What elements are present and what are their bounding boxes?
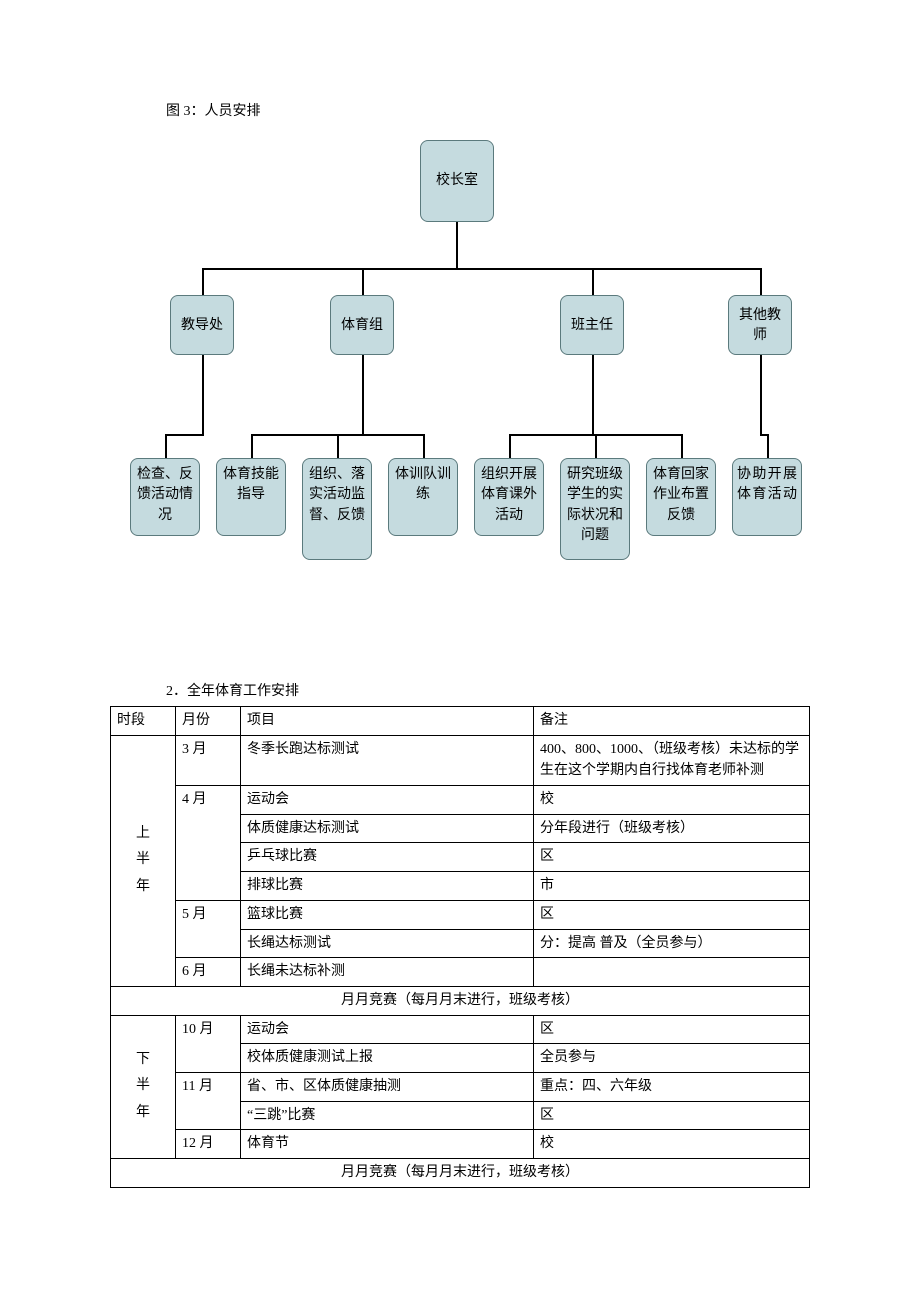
item-cell: 体育节 — [241, 1130, 534, 1159]
note-cell: 分：提高 普及（全员参与） — [534, 929, 810, 958]
month-cell: 12 月 — [176, 1130, 241, 1159]
node-l3f: 研究班级学生的实际状况和问题 — [560, 458, 630, 560]
period-label: 下半年 — [136, 1052, 150, 1120]
month-cell: 11 月 — [176, 1072, 241, 1129]
item-cell: 冬季长跑达标测试 — [241, 735, 534, 785]
node-l3c: 组织、落实活动监督、反馈 — [302, 458, 372, 560]
connector — [595, 434, 597, 458]
connector — [362, 355, 364, 434]
node-jiaodaochu: 教导处 — [170, 295, 234, 355]
node-qita: 其他教师 — [728, 295, 792, 355]
node-l3g: 体育回家作业布置反馈 — [646, 458, 716, 536]
table-row: 6 月 长绳未达标补测 — [111, 958, 810, 987]
node-root: 校长室 — [420, 140, 494, 222]
connector — [202, 355, 204, 434]
table-row: 下半年 10 月 运动会 区 — [111, 1015, 810, 1044]
item-cell: 乒乓球比赛 — [241, 843, 534, 872]
note-cell — [534, 958, 810, 987]
item-cell: 长绳达标测试 — [241, 929, 534, 958]
connector — [767, 434, 769, 458]
table-row: 4 月 运动会 校 — [111, 786, 810, 815]
table-row: 11 月 省、市、区体质健康抽测 重点：四、六年级 — [111, 1072, 810, 1101]
node-banzhuren: 班主任 — [560, 295, 624, 355]
node-l3a: 检查、反馈活动情况 — [130, 458, 200, 536]
item-cell: 省、市、区体质健康抽测 — [241, 1072, 534, 1101]
schedule-table: 时段 月份 项目 备注 上半年 3 月 冬季长跑达标测试 400、800、100… — [110, 706, 810, 1188]
footer-cell: 月月竞赛（每月月末进行，班级考核） — [111, 1159, 810, 1188]
col-item-header: 项目 — [241, 707, 534, 736]
note-cell: 重点：四、六年级 — [534, 1072, 810, 1101]
connector — [251, 434, 253, 458]
note-cell: 区 — [534, 900, 810, 929]
month-cell: 4 月 — [176, 786, 241, 901]
connector — [165, 434, 204, 436]
footer-row: 月月竞赛（每月月末进行，班级考核） — [111, 1159, 810, 1188]
connector — [202, 268, 204, 295]
node-l3b: 体育技能指导 — [216, 458, 286, 536]
connector — [509, 434, 511, 458]
table-header-row: 时段 月份 项目 备注 — [111, 707, 810, 736]
connector — [760, 434, 767, 436]
note-cell: 区 — [534, 1015, 810, 1044]
item-cell: “三跳”比赛 — [241, 1101, 534, 1130]
month-cell: 3 月 — [176, 735, 241, 785]
note-cell: 区 — [534, 1101, 810, 1130]
note-cell: 校 — [534, 1130, 810, 1159]
item-cell: 体质健康达标测试 — [241, 814, 534, 843]
node-tiyuzu: 体育组 — [330, 295, 394, 355]
connector — [592, 268, 594, 295]
month-cell: 5 月 — [176, 900, 241, 957]
footer-cell: 月月竞赛（每月月末进行，班级考核） — [111, 986, 810, 1015]
item-cell: 运动会 — [241, 1015, 534, 1044]
col-period-header: 时段 — [111, 707, 176, 736]
col-note-header: 备注 — [534, 707, 810, 736]
connector — [456, 222, 458, 268]
connector — [165, 434, 167, 458]
note-cell: 区 — [534, 843, 810, 872]
connector — [592, 355, 594, 434]
org-chart: 校长室 教导处 体育组 班主任 其他教师 检查、反馈活动情况 体育技能指导 组织… — [110, 140, 790, 570]
col-month-header: 月份 — [176, 707, 241, 736]
month-cell: 6 月 — [176, 958, 241, 987]
table-row: 12 月 体育节 校 — [111, 1130, 810, 1159]
item-cell: 运动会 — [241, 786, 534, 815]
connector — [681, 434, 683, 458]
note-cell: 全员参与 — [534, 1044, 810, 1073]
item-cell: 排球比赛 — [241, 872, 534, 901]
node-l3d: 体训队训练 — [388, 458, 458, 536]
connector — [760, 268, 762, 295]
month-cell: 10 月 — [176, 1015, 241, 1072]
item-cell: 校体质健康测试上报 — [241, 1044, 534, 1073]
period-cell: 上半年 — [111, 735, 176, 986]
table-row: 5 月 篮球比赛 区 — [111, 900, 810, 929]
period-label: 上半年 — [136, 826, 150, 894]
footer-row: 月月竞赛（每月月末进行，班级考核） — [111, 986, 810, 1015]
connector — [202, 268, 760, 270]
period-cell: 下半年 — [111, 1015, 176, 1158]
connector — [760, 355, 762, 434]
note-cell: 分年段进行（班级考核） — [534, 814, 810, 843]
item-cell: 篮球比赛 — [241, 900, 534, 929]
section-2-title: 2．全年体育工作安排 — [166, 680, 810, 700]
note-cell: 400、800、1000、（班级考核）未达标的学生在这个学期内自行找体育老师补测 — [534, 735, 810, 785]
connector — [337, 434, 339, 458]
node-l3h: 协助开展体育活动 — [732, 458, 802, 536]
node-l3e: 组织开展体育课外活动 — [474, 458, 544, 536]
table-row: 上半年 3 月 冬季长跑达标测试 400、800、1000、（班级考核）未达标的… — [111, 735, 810, 785]
connector — [423, 434, 425, 458]
figure-caption: 图 3：人员安排 — [166, 100, 810, 120]
connector — [362, 268, 364, 295]
note-cell: 市 — [534, 872, 810, 901]
item-cell: 长绳未达标补测 — [241, 958, 534, 987]
note-cell: 校 — [534, 786, 810, 815]
